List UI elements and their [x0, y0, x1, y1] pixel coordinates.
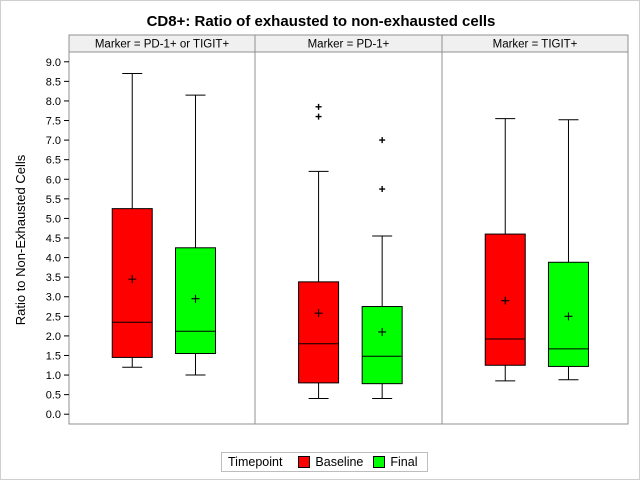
y-tick-label: 6.0	[46, 174, 61, 186]
legend-label-baseline: Baseline	[315, 455, 364, 469]
y-tick-label: 3.0	[46, 292, 61, 304]
box-iqr	[361, 306, 403, 385]
chart-title: CD8+: Ratio of exhausted to non-exhauste…	[147, 13, 496, 30]
legend-swatch-final	[373, 456, 386, 468]
y-tick-label: 2.0	[46, 331, 61, 343]
box-baseline	[111, 73, 153, 368]
panel-frame	[68, 51, 256, 425]
panel-header-text: Marker = PD-1+	[308, 39, 390, 51]
legend: Timepoint Baseline Final	[221, 452, 429, 472]
y-tick-label: 4.0	[46, 253, 61, 265]
legend-swatch-baseline	[298, 456, 311, 468]
box-final	[361, 137, 403, 400]
y-tick-label: 1.5	[46, 350, 61, 362]
y-tick-label: 3.5	[46, 272, 61, 284]
y-tick-label: 8.0	[46, 96, 61, 108]
box-final	[547, 119, 589, 381]
legend-title: Timepoint	[228, 455, 283, 469]
panel: Marker = PD-1+ or TIGIT+	[68, 34, 256, 425]
panel-header-text: Marker = TIGIT+	[493, 39, 578, 51]
y-tick-label: 5.5	[46, 194, 61, 206]
y-tick-label: 7.0	[46, 135, 61, 147]
mean-marker	[564, 312, 573, 321]
panel-header-text: Marker = PD-1+ or TIGIT+	[95, 39, 230, 51]
outlier-marker	[315, 113, 322, 120]
mean-marker	[128, 275, 137, 284]
y-tick-label: 9.0	[46, 57, 61, 69]
y-tick-label: 0.5	[46, 390, 61, 402]
box-baseline	[298, 103, 340, 400]
y-tick-label: 0.0	[46, 409, 61, 421]
mean-marker	[191, 294, 200, 303]
panel-frame	[254, 51, 443, 425]
outlier-marker	[315, 103, 322, 110]
box-final	[174, 94, 216, 376]
outlier-marker	[379, 137, 386, 144]
outlier-marker	[379, 186, 386, 193]
mean-marker	[314, 309, 323, 318]
y-tick-label: 6.5	[46, 155, 61, 167]
y-tick-label: 7.5	[46, 116, 61, 128]
y-axis-label: Ratio to Non-Exhausted Cells	[13, 154, 28, 325]
y-tick-label: 1.0	[46, 370, 61, 382]
legend-label-final: Final	[390, 455, 418, 469]
box-plot-chart: CD8+: Ratio of exhausted to non-exhauste…	[13, 13, 629, 425]
y-tick-label: 5.0	[46, 213, 61, 225]
legend-item-final: Final	[373, 455, 417, 469]
y-tick-label: 2.5	[46, 311, 61, 323]
mean-marker	[378, 327, 387, 336]
y-tick-label: 4.5	[46, 233, 61, 245]
mean-marker	[501, 296, 510, 305]
panel: Marker = PD-1+	[254, 34, 443, 425]
box-iqr	[298, 281, 340, 384]
panel: Marker = TIGIT+	[441, 34, 629, 425]
y-tick-label: 8.5	[46, 76, 61, 88]
legend-item-baseline: Baseline	[298, 455, 363, 469]
panel-frame	[441, 51, 629, 425]
box-baseline	[484, 118, 526, 382]
